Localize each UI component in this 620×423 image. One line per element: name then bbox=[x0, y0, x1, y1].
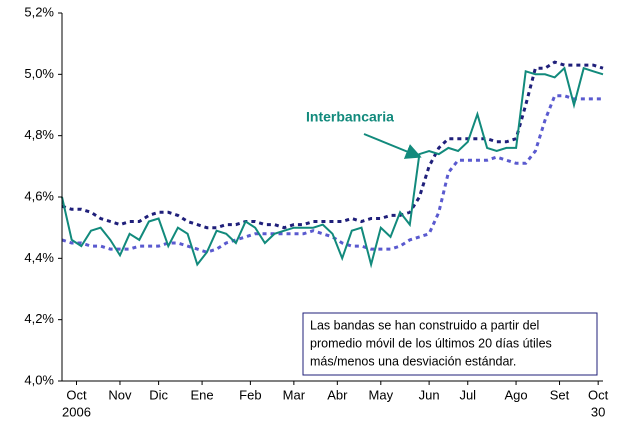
y-tick-label: 4,4% bbox=[24, 250, 54, 265]
y-tick-label: 4,2% bbox=[24, 311, 54, 326]
x-tick-label: Ago bbox=[504, 387, 527, 402]
series-line bbox=[61, 60, 604, 230]
x-tick-label: Nov bbox=[108, 387, 132, 402]
y-tick-label: 5,2% bbox=[24, 4, 54, 19]
x-tick-label: Set bbox=[550, 387, 570, 402]
note-box bbox=[302, 312, 598, 376]
x-tick-label: Oct bbox=[588, 387, 609, 402]
x-tick-label: Mar bbox=[283, 387, 306, 402]
note-line: promedio móvil de los últimos 20 días út… bbox=[310, 336, 552, 350]
series-line bbox=[61, 66, 604, 269]
note-line: más/menos una desviación estándar. bbox=[310, 354, 516, 368]
note-line: Las bandas se han construido a partir de… bbox=[310, 318, 539, 332]
x-tick-label: Oct bbox=[66, 387, 87, 402]
x-tick-label: Ene bbox=[191, 387, 214, 402]
annotation-arrow bbox=[363, 133, 422, 159]
x-tick-label: Jun bbox=[419, 387, 440, 402]
x-tick-label: May bbox=[369, 387, 394, 402]
y-tick-label: 4,8% bbox=[24, 127, 54, 142]
x-tick-label: Feb bbox=[239, 387, 261, 402]
y-tick-label: 5,0% bbox=[24, 66, 54, 81]
x-tick-sublabel: 2006 bbox=[62, 404, 91, 419]
x-tick-label: Jul bbox=[459, 387, 476, 402]
x-tick-label: Dic bbox=[149, 387, 168, 402]
x-tick-sublabel: 30 bbox=[591, 404, 605, 419]
y-tick-label: 4,6% bbox=[24, 188, 54, 203]
series-annotation: Interbancaria bbox=[306, 109, 394, 125]
y-tick-label: 4,0% bbox=[24, 372, 54, 387]
x-tick-label: Abr bbox=[327, 387, 348, 402]
